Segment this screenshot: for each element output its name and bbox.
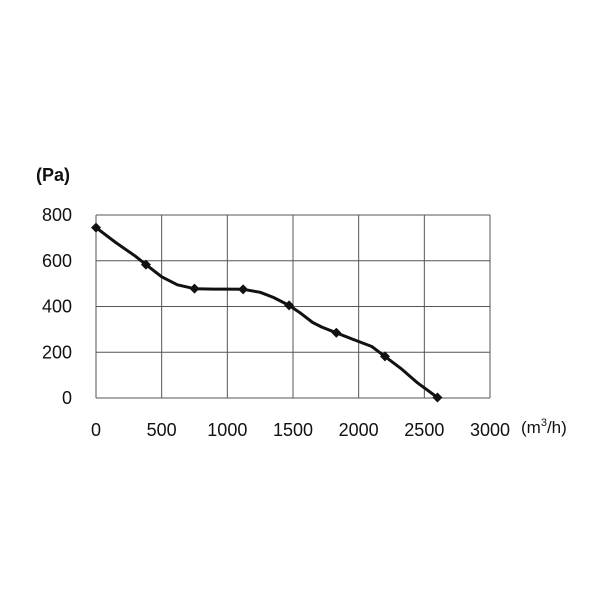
data-point-marker [379,351,390,362]
y-axis-label: (Pa) [36,165,70,185]
x-axis-ticks: 0 500 1000 1500 2000 2500 3000 [91,420,510,440]
y-tick-label: 600 [42,251,72,271]
y-tick-label: 200 [42,342,72,362]
y-axis-ticks: 0 200 400 600 800 [42,205,72,408]
data-point-marker [140,259,151,270]
data-point-marker [238,284,249,295]
y-tick-label: 400 [42,297,72,317]
data-point-marker [331,327,342,338]
series-group [91,222,443,403]
y-tick-label: 800 [42,205,72,225]
x-tick-label: 3000 [470,420,510,440]
chart-grid [95,214,491,399]
series-line [94,226,439,399]
x-tick-label: 1500 [273,420,313,440]
y-tick-label: 0 [62,388,72,408]
data-point-marker [284,300,295,311]
x-tick-label: 2500 [404,420,444,440]
x-tick-label: 1000 [207,420,247,440]
x-axis-unit-label: (m3/h) [521,417,567,437]
x-tick-label: 0 [91,420,101,440]
data-point-marker [91,222,101,233]
data-point-marker [189,283,200,294]
x-tick-label: 2000 [339,420,379,440]
x-tick-label: 500 [147,420,177,440]
data-point-marker [432,392,443,403]
